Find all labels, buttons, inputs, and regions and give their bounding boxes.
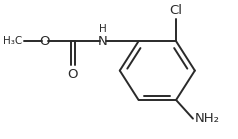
Text: H₃C: H₃C (3, 36, 22, 46)
Text: N: N (98, 35, 108, 48)
Text: H: H (99, 24, 107, 34)
Text: NH₂: NH₂ (195, 112, 220, 125)
Text: Cl: Cl (169, 4, 183, 17)
Text: O: O (68, 68, 78, 81)
Text: O: O (40, 35, 50, 48)
